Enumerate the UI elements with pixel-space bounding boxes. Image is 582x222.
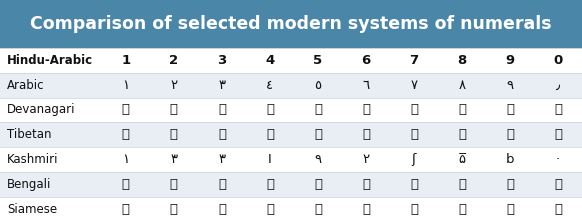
Text: ৯: ৯ (506, 178, 514, 191)
Bar (0, 147, 582, 172)
Text: 7: 7 (409, 54, 418, 67)
Text: ٫: ٫ (556, 79, 560, 91)
Text: ٩: ٩ (506, 79, 513, 91)
Text: 4: 4 (265, 54, 275, 67)
Text: ༡: ༡ (122, 128, 130, 141)
Text: ༥: ༥ (314, 128, 322, 141)
Text: ৭: ৭ (410, 178, 418, 191)
Bar (0, 97, 582, 122)
Text: ۳: ۳ (218, 153, 225, 166)
Text: Comparison of selected modern systems of numerals: Comparison of selected modern systems of… (30, 15, 552, 33)
Text: 6: 6 (361, 54, 371, 67)
Text: 2: 2 (169, 54, 179, 67)
Text: ๒: ๒ (170, 203, 178, 216)
Text: ๗: ๗ (410, 203, 418, 216)
Text: Tibetan: Tibetan (7, 128, 51, 141)
Text: ০: ০ (554, 178, 562, 191)
Text: ७: ७ (410, 103, 418, 117)
Text: ༧: ༧ (410, 128, 418, 141)
Text: Hindu-Arabic: Hindu-Arabic (7, 54, 93, 67)
Text: ९: ९ (506, 103, 514, 117)
Text: ৫: ৫ (314, 178, 322, 191)
Text: ༨: ༨ (458, 128, 466, 141)
Text: ०: ० (554, 103, 562, 117)
Text: 5: 5 (313, 54, 322, 67)
Text: ๘: ๘ (458, 203, 466, 216)
Text: ๙: ๙ (506, 203, 514, 216)
Text: ৬: ৬ (362, 178, 370, 191)
Text: ༦: ༦ (362, 128, 370, 141)
Text: ६: ६ (362, 103, 370, 117)
Bar (0, 122, 582, 147)
Text: ๔: ๔ (266, 203, 274, 216)
Text: ١: ١ (122, 79, 129, 91)
Text: ٨: ٨ (459, 79, 466, 91)
Text: Siamese: Siamese (7, 203, 57, 216)
Text: 8: 8 (457, 54, 467, 67)
Text: b: b (506, 153, 514, 166)
Bar (0, 48, 582, 73)
Text: ۵̅: ۵̅ (459, 153, 466, 166)
Text: ٥: ٥ (314, 79, 321, 91)
Text: ৪: ৪ (266, 178, 274, 191)
Text: 3: 3 (217, 54, 226, 67)
Text: ۱: ۱ (122, 153, 129, 166)
Text: ٦: ٦ (363, 79, 370, 91)
Text: ১: ১ (122, 178, 130, 191)
Text: ८: ८ (458, 103, 466, 117)
Text: ٢: ٢ (171, 79, 178, 91)
Text: ٣: ٣ (218, 79, 225, 91)
Text: ۳: ۳ (171, 153, 178, 166)
Text: ·: · (556, 153, 560, 166)
Text: ۹: ۹ (314, 153, 321, 166)
Text: Arabic: Arabic (7, 79, 44, 91)
Text: 9: 9 (505, 54, 514, 67)
Text: ३: ३ (218, 103, 226, 117)
Text: ๖: ๖ (362, 203, 370, 216)
Text: ४: ४ (266, 103, 274, 117)
Text: ๓: ๓ (218, 203, 226, 216)
Text: ๑: ๑ (122, 203, 130, 216)
Text: ৩: ৩ (218, 178, 226, 191)
Text: 0: 0 (553, 54, 563, 67)
Text: ʃ: ʃ (411, 153, 416, 166)
Bar (0, 197, 582, 222)
Text: ২: ২ (170, 178, 178, 191)
Text: ༤: ༤ (266, 128, 274, 141)
Text: ༩: ༩ (506, 128, 514, 141)
Text: ༢: ༢ (170, 128, 178, 141)
Text: ༠: ༠ (554, 128, 562, 141)
Text: ༣: ༣ (218, 128, 226, 141)
Text: I: I (268, 153, 272, 166)
Text: ٧: ٧ (410, 79, 417, 91)
Text: Devanagari: Devanagari (7, 103, 76, 117)
Bar (0, 73, 582, 97)
Text: ५: ५ (314, 103, 322, 117)
Text: ๕: ๕ (314, 203, 322, 216)
Text: Kashmiri: Kashmiri (7, 153, 58, 166)
Text: ۲: ۲ (363, 153, 370, 166)
Text: Bengali: Bengali (7, 178, 51, 191)
Text: २: २ (170, 103, 178, 117)
Text: 1: 1 (121, 54, 130, 67)
Text: ๐: ๐ (554, 203, 562, 216)
Text: ٤: ٤ (267, 79, 274, 91)
Text: ৮: ৮ (458, 178, 466, 191)
Text: १: १ (122, 103, 130, 117)
Bar (0, 172, 582, 197)
